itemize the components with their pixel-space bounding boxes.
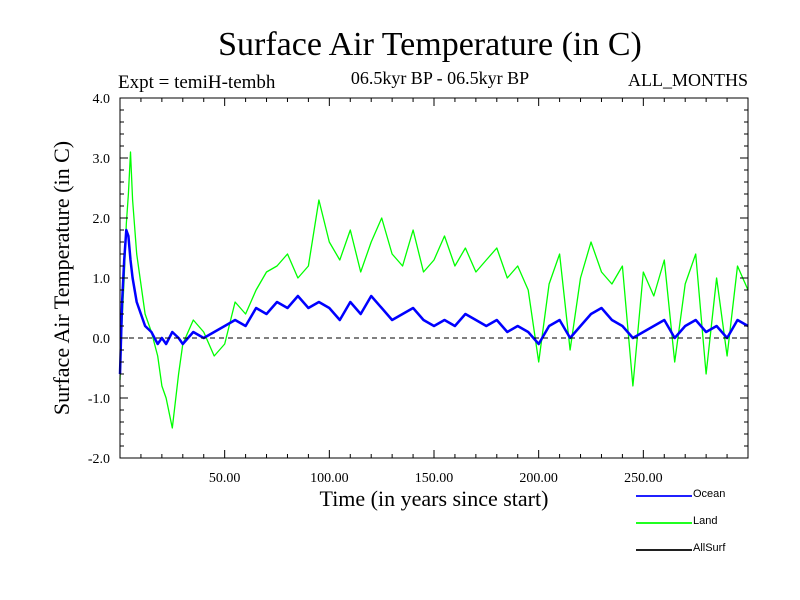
series-layer [118,151,749,429]
legend: Ocean Land AllSurf [636,488,726,554]
experiment-label: Expt = temiH-tembh [118,72,276,93]
x-tick-label: 50.00 [209,471,241,486]
legend-label-ocean: Ocean [693,488,725,500]
y-tick-label: 1.0 [93,272,111,287]
x-tick-label: 250.00 [624,471,663,486]
legend-label-allsurf: AllSurf [693,542,726,554]
y-tick-label: 3.0 [93,152,111,167]
x-tick-label: 100.00 [310,471,349,486]
period-label: 06.5kyr BP - 06.5kyr BP [350,68,530,88]
series-line-land [119,151,749,429]
legend-label-land: Land [693,515,717,527]
x-axis-label: Time (in years since start) [319,486,549,511]
y-tick-label: 2.0 [93,212,111,227]
series-line-ocean [118,228,749,375]
months-label: ALL_MONTHS [628,70,748,90]
y-tick-label: -2.0 [88,452,110,467]
x-tick-label: 150.00 [415,471,454,486]
ticks-layer: 50.00 100.00 150.00 200.00 250.00 -2.0 -1.0 0.0… [88,92,748,486]
y-tick-label: 4.0 [93,92,111,107]
x-tick-label: 200.00 [519,471,558,486]
y-tick-label: -1.0 [88,392,110,407]
plot-frame [119,97,749,459]
chart-title: Surface Air Temperature (in C) [218,26,642,63]
y-tick-label: 0.0 [93,332,111,347]
